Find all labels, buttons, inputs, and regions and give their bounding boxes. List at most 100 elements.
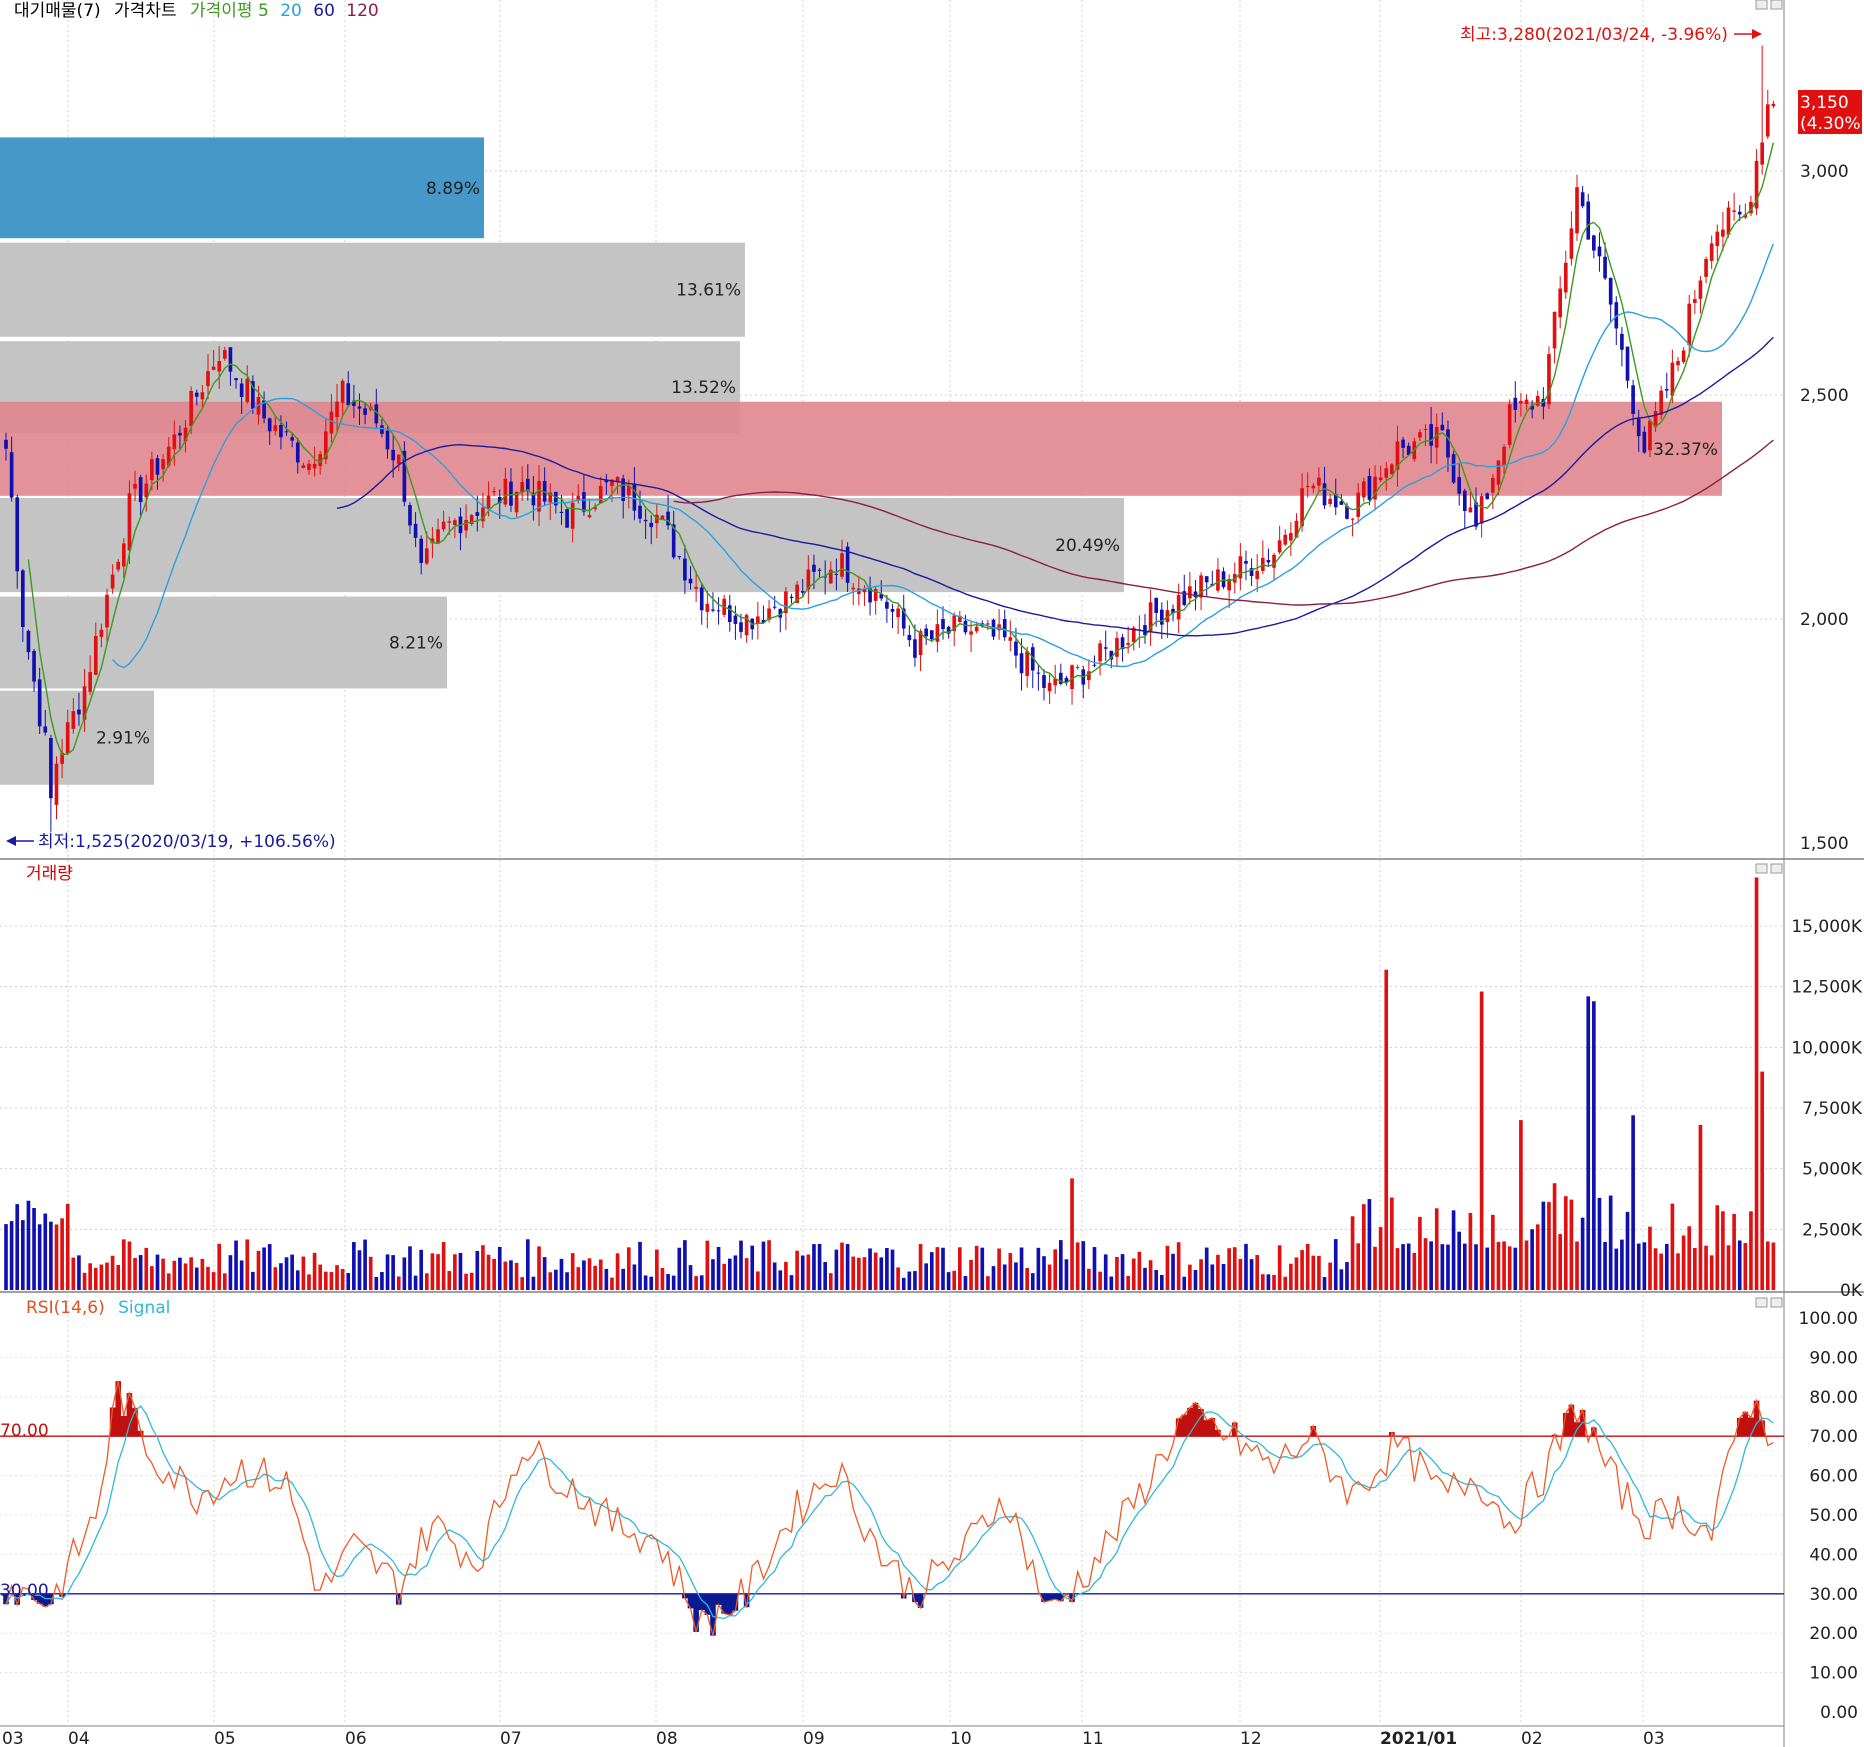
rsi-tick-label: 90.00 [1809,1348,1858,1368]
candle-body [1715,231,1720,247]
candle-body [329,411,334,434]
candle-body [1350,518,1355,520]
candle-body [761,619,766,623]
volume-bar [677,1247,682,1290]
volume-bar [570,1253,575,1290]
volume-bar [60,1218,64,1290]
volume-bar [1361,1204,1366,1290]
candle-body [929,630,934,640]
candle-body [1749,201,1753,214]
candle-body [245,378,250,403]
candle-body [946,626,951,634]
volume-bar [234,1240,238,1290]
candle-body [868,588,872,603]
volume-bar [913,1271,917,1290]
volume-bar [1221,1263,1226,1290]
volume-bar [1232,1247,1237,1290]
candle-body [222,350,227,359]
candle-body [1277,540,1282,553]
volume-bar [82,1272,87,1290]
candle-body [570,502,575,529]
candle-body [273,425,278,431]
volume-bar [194,1267,199,1290]
candle-body [1384,468,1389,478]
volume-bar [1462,1243,1467,1290]
candle-body [380,425,384,434]
candle-body [1289,533,1293,541]
volume-bar [1670,1203,1675,1290]
volume-bar [1182,1276,1187,1290]
candle-body [1558,288,1563,318]
candle-body [520,481,525,493]
candle-body [1042,675,1046,688]
close-icon[interactable] [1770,1297,1783,1308]
minimize-icon[interactable] [1755,0,1768,10]
legend-signal: Signal [118,1298,170,1318]
candle-body [127,493,132,551]
volume-bar [1653,1248,1658,1290]
candle-body [110,574,115,589]
candle-body [1496,460,1501,485]
volume-tick-label: 15,000K [1791,917,1862,937]
volume-bar [273,1267,278,1290]
close-icon[interactable] [1770,863,1783,874]
volume-bar [817,1243,822,1290]
volume-bar [626,1247,631,1290]
candle-body [688,578,693,584]
candle-body [727,605,732,622]
minimize-icon[interactable] [1755,863,1768,874]
volume-bar [542,1257,547,1290]
volume-bar [1468,1212,1473,1290]
volume-bar [469,1272,474,1290]
rsi-panel-controls[interactable] [1755,1297,1783,1308]
candle-body [413,523,418,538]
candle-body [913,639,917,658]
candle-body [1047,682,1052,692]
candle-body [1530,405,1534,410]
volume-bar [262,1247,266,1290]
volume-bar [1238,1258,1243,1290]
candle-body [907,634,912,641]
candle-body [217,361,222,372]
candle-body [37,679,42,727]
candle-body [49,738,53,799]
volume-bar [155,1254,160,1290]
candle-body [1058,672,1063,684]
volume-bar [1743,1243,1748,1290]
volume-bar [604,1268,609,1290]
volume-bar [144,1247,149,1290]
volume-bar [1103,1254,1108,1290]
volume-bar [929,1252,934,1290]
volume-bar [419,1249,424,1290]
volume-bar [963,1276,968,1290]
volume-bar [408,1246,412,1290]
volume-panel-controls[interactable] [1755,863,1783,874]
candle-body [1648,420,1652,451]
candle-body [649,522,654,528]
candle-body [1244,560,1248,564]
price-panel-controls[interactable] [1755,0,1783,10]
candle-body [492,491,496,493]
candle-body [144,483,149,498]
candle-body [1367,475,1372,500]
volume-bar [1732,1213,1736,1290]
volume-bar [1131,1258,1136,1290]
volume-bar [834,1249,839,1290]
volume-bar [228,1255,233,1290]
volume-bar [997,1248,1001,1290]
candle-body [806,569,811,590]
low-annotation: 최저:1,525(2020/03/19, +106.56%) [38,832,336,852]
minimize-icon[interactable] [1755,1297,1768,1308]
candle-body [974,626,979,632]
candle-body [1019,653,1024,674]
candle-body [1249,568,1254,577]
volume-bar [1289,1263,1293,1290]
candle-body [598,485,603,504]
volume-bar [1519,1120,1523,1290]
close-icon[interactable] [1770,0,1783,10]
ma60-line [336,336,1774,637]
volume-bar [509,1260,513,1290]
candle-body [1608,277,1613,305]
current-price: 3,150 [1800,93,1849,113]
candle-body [812,564,816,572]
